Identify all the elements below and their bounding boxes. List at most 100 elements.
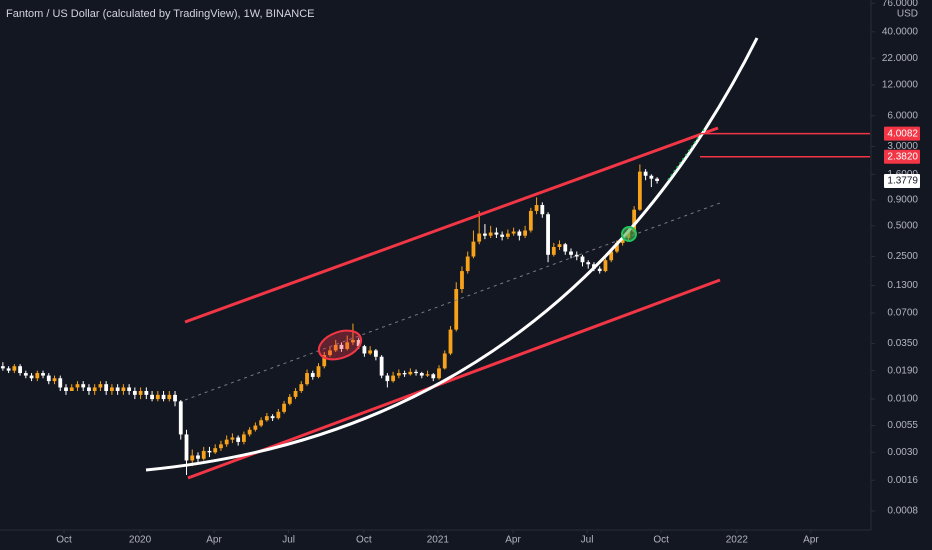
candle-body bbox=[362, 346, 367, 354]
candle-body bbox=[563, 244, 568, 252]
currency-box bbox=[896, 6, 926, 20]
candle-body bbox=[328, 350, 332, 356]
candle-body bbox=[201, 450, 206, 459]
candle-body bbox=[379, 356, 384, 376]
candle-body bbox=[494, 232, 499, 235]
candle-body bbox=[391, 375, 396, 382]
candle-body bbox=[132, 391, 137, 395]
candle-body bbox=[322, 355, 327, 367]
candle-body bbox=[127, 387, 132, 392]
y-tick-label: 0.0016 bbox=[887, 475, 918, 486]
candle-body bbox=[161, 394, 166, 400]
candle-body bbox=[35, 373, 40, 379]
candle-body bbox=[517, 231, 522, 236]
candle-body bbox=[46, 375, 51, 382]
x-tick-label: 2020 bbox=[129, 535, 152, 546]
candle-body bbox=[471, 241, 476, 257]
candle-body bbox=[454, 289, 459, 330]
candle-body bbox=[431, 374, 436, 379]
candle-body bbox=[528, 210, 533, 231]
y-tick-label: 0.0350 bbox=[887, 338, 918, 349]
candle-body bbox=[310, 373, 315, 377]
candle-body bbox=[287, 396, 292, 404]
candle-body bbox=[351, 339, 355, 343]
y-tick-label: 0.0030 bbox=[887, 447, 918, 458]
candle-body bbox=[75, 384, 80, 388]
candle-body bbox=[259, 420, 264, 426]
candle-body bbox=[29, 375, 34, 379]
candle-body bbox=[173, 394, 177, 402]
candle-body bbox=[551, 247, 556, 255]
candle-body bbox=[184, 434, 189, 461]
x-tick-label: Oct bbox=[56, 535, 72, 546]
y-tick-label: 12.0000 bbox=[882, 80, 919, 91]
x-tick-label: 2021 bbox=[427, 535, 450, 546]
candle-body bbox=[402, 373, 407, 375]
candle-body bbox=[6, 368, 11, 371]
y-tick-label: 76.0000 bbox=[882, 0, 919, 9]
candle-body bbox=[620, 237, 625, 243]
candle-body bbox=[615, 242, 619, 252]
candle-body bbox=[448, 329, 453, 354]
candle-body bbox=[23, 373, 28, 376]
candle-body bbox=[110, 387, 114, 392]
candle-body bbox=[465, 256, 470, 272]
candle-body bbox=[603, 260, 608, 272]
candle-body bbox=[144, 391, 149, 395]
y-tick-label: 0.0008 bbox=[887, 506, 918, 517]
candle-body bbox=[437, 368, 441, 379]
candle-body bbox=[396, 373, 401, 376]
candle-body bbox=[219, 444, 223, 449]
y-tick-label: 22.0000 bbox=[882, 53, 919, 64]
candle-body bbox=[632, 209, 637, 232]
candle-body bbox=[597, 268, 602, 272]
channel-upper bbox=[184, 126, 719, 324]
x-tick-label: 2022 bbox=[726, 535, 749, 546]
candle-body bbox=[64, 387, 68, 392]
candle-body bbox=[339, 344, 344, 349]
x-tick-label: Apr bbox=[803, 535, 819, 546]
candle-body bbox=[253, 425, 258, 430]
candle-body bbox=[643, 171, 648, 176]
candle-body bbox=[460, 271, 464, 290]
highlight-circle bbox=[621, 226, 637, 242]
candle-body bbox=[138, 391, 143, 395]
candle-body bbox=[92, 387, 97, 392]
y-tick-label: 0.0190 bbox=[887, 365, 918, 376]
candle-body bbox=[178, 401, 183, 435]
candle-body bbox=[264, 416, 269, 421]
candle-body bbox=[637, 171, 642, 210]
candle-body bbox=[546, 214, 550, 255]
candle-body bbox=[196, 455, 200, 459]
chart-title: Fantom / US Dollar (calculated by Tradin… bbox=[6, 8, 315, 20]
candle-body bbox=[150, 394, 154, 400]
candle-body bbox=[207, 450, 212, 453]
y-tick-label: 0.1300 bbox=[887, 280, 918, 291]
price-label: 4.0082 bbox=[887, 128, 918, 139]
candle-body bbox=[534, 205, 539, 211]
candle-body bbox=[115, 387, 120, 392]
price-label-box bbox=[884, 149, 920, 164]
candle-body bbox=[52, 378, 57, 382]
candle-body bbox=[540, 205, 545, 215]
candle-body bbox=[299, 384, 304, 392]
y-tick-label: 0.0700 bbox=[887, 308, 918, 319]
candle-body bbox=[167, 394, 172, 400]
y-tick-label: 0.2500 bbox=[887, 251, 918, 262]
candle-body bbox=[12, 366, 17, 371]
candle-body bbox=[247, 429, 252, 435]
candle-body bbox=[190, 455, 195, 461]
last-price-label: 1.3779 bbox=[887, 176, 918, 187]
candle-body bbox=[224, 439, 229, 445]
candle-body bbox=[69, 387, 74, 392]
candle-body bbox=[408, 371, 413, 375]
y-tick-label: 0.9000 bbox=[887, 194, 918, 205]
candle-body bbox=[104, 384, 109, 392]
candle-body bbox=[569, 251, 573, 255]
candle-body bbox=[609, 251, 614, 261]
candle-body bbox=[282, 403, 286, 412]
parabolic-curve bbox=[145, 37, 759, 472]
candle-body bbox=[483, 233, 487, 236]
